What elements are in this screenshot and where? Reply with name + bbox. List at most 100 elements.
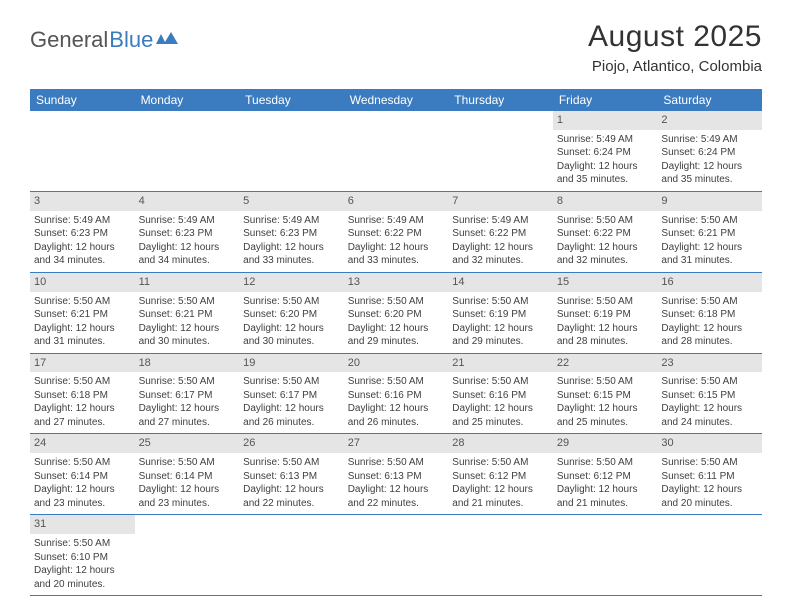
day-cell: 22Sunrise: 5:50 AMSunset: 6:15 PMDayligh…	[553, 354, 658, 434]
sunset-line: Sunset: 6:13 PM	[243, 470, 340, 484]
sunrise-line: Sunrise: 5:49 AM	[557, 133, 654, 147]
day-number: 16	[657, 273, 762, 292]
day-cell: 12Sunrise: 5:50 AMSunset: 6:20 PMDayligh…	[239, 273, 344, 353]
day-number: 15	[553, 273, 658, 292]
sunrise-line: Sunrise: 5:49 AM	[348, 214, 445, 228]
logo: GeneralBlue	[30, 26, 178, 54]
logo-text-2: Blue	[109, 27, 153, 53]
location: Piojo, Atlantico, Colombia	[588, 58, 762, 75]
sunset-line: Sunset: 6:21 PM	[661, 227, 758, 241]
daylight-line-2: and 20 minutes.	[661, 497, 758, 511]
sunrise-line: Sunrise: 5:49 AM	[243, 214, 340, 228]
sunset-line: Sunset: 6:20 PM	[243, 308, 340, 322]
day-cell: 19Sunrise: 5:50 AMSunset: 6:17 PMDayligh…	[239, 354, 344, 434]
daylight-line-2: and 26 minutes.	[243, 416, 340, 430]
day-cell: 9Sunrise: 5:50 AMSunset: 6:21 PMDaylight…	[657, 192, 762, 272]
day-cell: 7Sunrise: 5:49 AMSunset: 6:22 PMDaylight…	[448, 192, 553, 272]
daylight-line-2: and 28 minutes.	[661, 335, 758, 349]
sunrise-line: Sunrise: 5:49 AM	[661, 133, 758, 147]
day-cell: 28Sunrise: 5:50 AMSunset: 6:12 PMDayligh…	[448, 434, 553, 514]
day-number: 23	[657, 354, 762, 373]
sunrise-line: Sunrise: 5:49 AM	[139, 214, 236, 228]
daylight-line-1: Daylight: 12 hours	[557, 160, 654, 174]
sunset-line: Sunset: 6:17 PM	[243, 389, 340, 403]
sunset-line: Sunset: 6:21 PM	[139, 308, 236, 322]
day-number: 9	[657, 192, 762, 211]
weekday-header: Monday	[135, 89, 240, 111]
sunset-line: Sunset: 6:21 PM	[34, 308, 131, 322]
sunset-line: Sunset: 6:13 PM	[348, 470, 445, 484]
sunset-line: Sunset: 6:19 PM	[452, 308, 549, 322]
daylight-line-2: and 26 minutes.	[348, 416, 445, 430]
sunset-line: Sunset: 6:11 PM	[661, 470, 758, 484]
day-cell: 30Sunrise: 5:50 AMSunset: 6:11 PMDayligh…	[657, 434, 762, 514]
daylight-line-2: and 31 minutes.	[661, 254, 758, 268]
day-number: 4	[135, 192, 240, 211]
sunrise-line: Sunrise: 5:49 AM	[34, 214, 131, 228]
sunset-line: Sunset: 6:23 PM	[243, 227, 340, 241]
sunset-line: Sunset: 6:14 PM	[139, 470, 236, 484]
daylight-line-1: Daylight: 12 hours	[557, 402, 654, 416]
empty-day-cell: .	[448, 111, 553, 191]
daylight-line-1: Daylight: 12 hours	[243, 483, 340, 497]
daylight-line-2: and 27 minutes.	[139, 416, 236, 430]
sunset-line: Sunset: 6:12 PM	[452, 470, 549, 484]
day-number: 21	[448, 354, 553, 373]
weekday-header: Friday	[553, 89, 658, 111]
daylight-line-2: and 30 minutes.	[243, 335, 340, 349]
sunrise-line: Sunrise: 5:50 AM	[452, 295, 549, 309]
empty-day-cell	[657, 515, 762, 595]
day-number: 10	[30, 273, 135, 292]
weekday-header: Wednesday	[344, 89, 449, 111]
daylight-line-1: Daylight: 12 hours	[348, 241, 445, 255]
weekday-header: Thursday	[448, 89, 553, 111]
empty-day-cell	[553, 515, 658, 595]
week-row: 31Sunrise: 5:50 AMSunset: 6:10 PMDayligh…	[30, 515, 762, 595]
daylight-line-2: and 22 minutes.	[348, 497, 445, 511]
daylight-line-1: Daylight: 12 hours	[661, 322, 758, 336]
daylight-line-2: and 33 minutes.	[348, 254, 445, 268]
day-number: 30	[657, 434, 762, 453]
day-cell: 21Sunrise: 5:50 AMSunset: 6:16 PMDayligh…	[448, 354, 553, 434]
daylight-line-2: and 34 minutes.	[34, 254, 131, 268]
daylight-line-2: and 34 minutes.	[139, 254, 236, 268]
daylight-line-1: Daylight: 12 hours	[452, 402, 549, 416]
day-cell: 25Sunrise: 5:50 AMSunset: 6:14 PMDayligh…	[135, 434, 240, 514]
sunrise-line: Sunrise: 5:50 AM	[557, 456, 654, 470]
sunrise-line: Sunrise: 5:50 AM	[661, 456, 758, 470]
day-cell: 8Sunrise: 5:50 AMSunset: 6:22 PMDaylight…	[553, 192, 658, 272]
empty-day-cell: .	[135, 111, 240, 191]
day-number: 26	[239, 434, 344, 453]
sunset-line: Sunset: 6:10 PM	[34, 551, 131, 565]
daylight-line-1: Daylight: 12 hours	[34, 483, 131, 497]
daylight-line-2: and 23 minutes.	[139, 497, 236, 511]
weekday-header: Saturday	[657, 89, 762, 111]
daylight-line-2: and 35 minutes.	[661, 173, 758, 187]
logo-text-1: General	[30, 27, 108, 53]
day-cell: 18Sunrise: 5:50 AMSunset: 6:17 PMDayligh…	[135, 354, 240, 434]
day-number: 13	[344, 273, 449, 292]
header: GeneralBlue August 2025 Piojo, Atlantico…	[0, 0, 792, 83]
empty-day-cell: .	[30, 111, 135, 191]
sunrise-line: Sunrise: 5:50 AM	[661, 295, 758, 309]
day-cell: 20Sunrise: 5:50 AMSunset: 6:16 PMDayligh…	[344, 354, 449, 434]
daylight-line-1: Daylight: 12 hours	[452, 241, 549, 255]
sunset-line: Sunset: 6:15 PM	[557, 389, 654, 403]
sunset-line: Sunset: 6:22 PM	[557, 227, 654, 241]
daylight-line-1: Daylight: 12 hours	[243, 322, 340, 336]
day-cell: 24Sunrise: 5:50 AMSunset: 6:14 PMDayligh…	[30, 434, 135, 514]
day-cell: 23Sunrise: 5:50 AMSunset: 6:15 PMDayligh…	[657, 354, 762, 434]
daylight-line-1: Daylight: 12 hours	[139, 402, 236, 416]
sunset-line: Sunset: 6:24 PM	[661, 146, 758, 160]
day-number: 31	[30, 515, 135, 534]
sunset-line: Sunset: 6:18 PM	[661, 308, 758, 322]
sunrise-line: Sunrise: 5:50 AM	[557, 375, 654, 389]
day-number: 11	[135, 273, 240, 292]
day-cell: 13Sunrise: 5:50 AMSunset: 6:20 PMDayligh…	[344, 273, 449, 353]
daylight-line-1: Daylight: 12 hours	[348, 322, 445, 336]
weekday-header: Sunday	[30, 89, 135, 111]
daylight-line-2: and 20 minutes.	[34, 578, 131, 592]
daylight-line-2: and 32 minutes.	[452, 254, 549, 268]
sunset-line: Sunset: 6:12 PM	[557, 470, 654, 484]
daylight-line-2: and 25 minutes.	[452, 416, 549, 430]
